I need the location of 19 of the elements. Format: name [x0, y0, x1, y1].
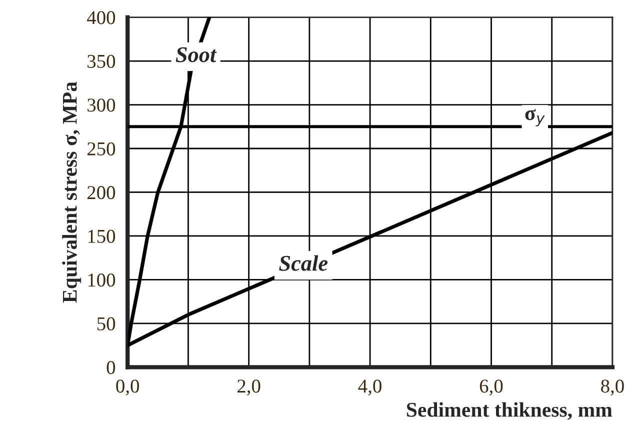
y-tick-label: 0 — [106, 361, 116, 374]
y-tick-label: 100 — [88, 274, 116, 287]
x-axis-title: Sediment thikness, mm — [406, 402, 612, 420]
x-tick-label: 6,0 — [480, 380, 503, 396]
y-tick-label: 50 — [97, 317, 116, 330]
y-axis-title: Equivalent stress σ, MPa — [62, 82, 82, 303]
y-tick-label: 250 — [87, 142, 116, 156]
annotation: Soot — [176, 47, 217, 62]
y-tick-label: 400 — [87, 11, 116, 24]
x-tick-label: 0,0 — [116, 380, 140, 396]
annotation: Scale — [279, 255, 328, 271]
y-tick-label: 350 — [88, 54, 116, 68]
y-tick-label: 200 — [87, 186, 116, 200]
y-tick-label: 150 — [88, 230, 116, 243]
ref-line-label: σ$_{y}$ — [525, 109, 545, 126]
x-tick-label: 4,0 — [358, 380, 382, 396]
y-tick-label: 300 — [88, 98, 116, 112]
x-tick-label: 2,0 — [238, 380, 260, 396]
x-tick-label: 8,0 — [601, 380, 624, 396]
